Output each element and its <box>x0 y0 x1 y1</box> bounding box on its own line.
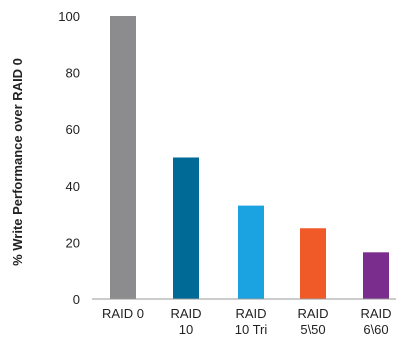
y-tick-label: 100 <box>58 9 80 24</box>
category-label-line: 5\50 <box>300 322 325 337</box>
category-label-line: 10 <box>179 322 193 337</box>
bars <box>110 16 389 299</box>
bar-0 <box>110 16 136 299</box>
category-label-line: RAID <box>170 306 201 321</box>
y-tick-label: 20 <box>66 235 80 250</box>
y-tick-label: 0 <box>73 292 80 307</box>
category-label-line: RAID 0 <box>102 306 144 321</box>
category-label-1: RAID 10 <box>170 306 201 337</box>
y-tick-label: 40 <box>66 179 80 194</box>
y-axis-title: % Write Performance over RAID 0 <box>10 58 25 266</box>
category-label-3: RAID 5\50 <box>297 306 328 337</box>
category-label-0: RAID 0 <box>102 306 144 321</box>
category-label-line: RAID <box>297 306 328 321</box>
category-label-line: RAID <box>235 306 266 321</box>
y-tick-label: 60 <box>66 122 80 137</box>
y-axis-ticks: 0 20 40 60 80 100 <box>58 9 80 307</box>
bar-3 <box>300 228 326 299</box>
bar-4 <box>363 252 389 299</box>
bar-1 <box>173 157 199 299</box>
category-label-line: 10 Tri <box>235 322 268 337</box>
category-label-4: RAID 6\60 <box>360 306 391 337</box>
y-tick-label: 80 <box>66 66 80 81</box>
category-label-line: 6\60 <box>363 322 388 337</box>
category-label-line: RAID <box>360 306 391 321</box>
category-label-2: RAID 10 Tri <box>235 306 268 337</box>
bar-2 <box>238 205 264 299</box>
